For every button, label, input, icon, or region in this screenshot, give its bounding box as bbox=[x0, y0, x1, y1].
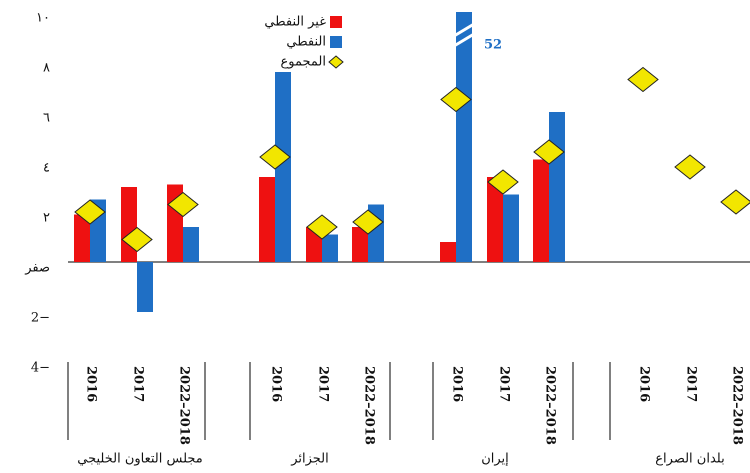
x-tick-label: 2022–2018 bbox=[543, 366, 558, 445]
total-marker bbox=[674, 154, 706, 180]
group-label: مجلس التعاون الخليجي bbox=[77, 452, 202, 467]
x-tick-label: 2016 bbox=[269, 366, 284, 402]
group-label: بلدان الصراع bbox=[655, 452, 724, 467]
axis-break bbox=[453, 32, 475, 48]
y-tick-label: ١٠ bbox=[36, 11, 50, 26]
legend-label: المجموع bbox=[281, 55, 326, 70]
legend-swatch bbox=[328, 55, 344, 69]
bar bbox=[259, 177, 275, 262]
x-tick-label: 2022–2018 bbox=[362, 366, 377, 445]
x-tick-label: 2022–2018 bbox=[730, 366, 745, 445]
x-tick-label: 2017 bbox=[497, 366, 512, 402]
y-tick-label: 2− bbox=[31, 311, 50, 326]
y-tick-label: صفر bbox=[24, 261, 50, 276]
bar bbox=[183, 227, 199, 262]
bar bbox=[322, 234, 338, 262]
y-tick-label: ٢ bbox=[43, 211, 50, 226]
bar bbox=[352, 227, 368, 262]
bar bbox=[503, 194, 519, 262]
bar bbox=[121, 187, 137, 262]
y-tick-label: ٤ bbox=[43, 161, 50, 176]
total-marker bbox=[121, 226, 153, 253]
legend-swatch bbox=[330, 36, 342, 48]
total-marker bbox=[440, 86, 472, 113]
total-marker bbox=[720, 189, 750, 215]
bar bbox=[456, 12, 472, 262]
total-marker bbox=[167, 191, 199, 218]
group-label: الجزائر bbox=[290, 452, 329, 467]
value-label: 52 bbox=[484, 38, 502, 53]
x-tick-label: 2016 bbox=[84, 366, 99, 402]
total-marker bbox=[487, 169, 519, 195]
x-tick-label: 2022–2018 bbox=[177, 366, 192, 445]
y-tick-label: 4− bbox=[31, 361, 50, 376]
legend-swatch bbox=[330, 16, 342, 28]
bar bbox=[549, 112, 565, 262]
total-marker bbox=[627, 66, 659, 93]
total-marker bbox=[533, 139, 565, 165]
bar bbox=[533, 159, 549, 262]
group-label: إيران bbox=[481, 452, 509, 467]
x-tick-label: 2017 bbox=[131, 366, 146, 402]
x-tick-label: 2016 bbox=[637, 366, 652, 402]
legend-label: غير النفطي bbox=[264, 15, 326, 30]
bar bbox=[275, 72, 291, 262]
x-tick-label: 2016 bbox=[450, 366, 465, 402]
bar bbox=[137, 262, 153, 312]
bar bbox=[74, 214, 90, 262]
total-marker bbox=[306, 214, 338, 240]
x-tick-label: 2017 bbox=[316, 366, 331, 402]
y-tick-label: ٨ bbox=[43, 61, 50, 76]
x-tick-label: 2017 bbox=[684, 366, 699, 402]
bar bbox=[440, 242, 456, 262]
total-marker bbox=[259, 144, 291, 170]
legend-label: النفطي bbox=[286, 35, 326, 50]
axis-break bbox=[453, 22, 475, 38]
bar bbox=[487, 177, 503, 262]
total-marker bbox=[352, 209, 384, 235]
total-marker bbox=[74, 199, 106, 225]
y-tick-label: ٦ bbox=[43, 111, 50, 126]
